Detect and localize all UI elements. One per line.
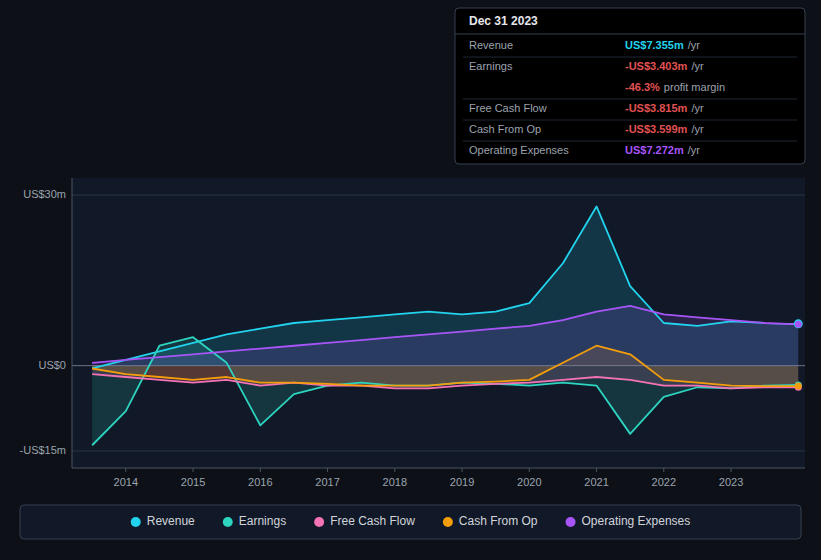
legend-label: Cash From Op	[459, 514, 538, 528]
area-fill	[92, 306, 798, 366]
summary-separator	[455, 34, 805, 35]
x-tick-label: 2020	[517, 476, 541, 488]
x-tick	[529, 468, 530, 472]
x-tick-label: 2015	[181, 476, 205, 488]
series-line	[92, 306, 798, 363]
x-tick	[596, 468, 597, 472]
summary-note: /yr	[688, 39, 701, 51]
x-tick	[462, 468, 463, 472]
summary-label: Free Cash Flow	[469, 102, 547, 114]
summary-value: -46.3%	[625, 81, 660, 93]
x-tick	[731, 468, 732, 472]
legend-swatch	[131, 517, 141, 527]
end-point	[794, 319, 803, 328]
legend-swatch	[223, 517, 233, 527]
background	[0, 0, 821, 560]
x-tick	[260, 468, 261, 472]
chart: -US$15m US$0 US$30m 2014 2015 2016 2017 2018 201…	[0, 0, 821, 560]
series-line	[92, 346, 798, 386]
x-tick-label: 2019	[450, 476, 474, 488]
y-tick-label: US$30m	[23, 188, 66, 200]
x-axis-line	[72, 468, 805, 469]
y-tick-label: -US$15m	[20, 444, 66, 456]
x-tick-label: 2021	[584, 476, 608, 488]
legend: Revenue Earnings Free Cash Flow Cash From O…	[20, 505, 801, 539]
x-tick-label: 2023	[719, 476, 743, 488]
x-tick-label: 2016	[248, 476, 272, 488]
summary-value: -US$3.599m	[625, 123, 688, 135]
legend-swatch	[443, 517, 453, 527]
legend-label: Earnings	[239, 514, 286, 528]
summary-note: /yr	[688, 144, 701, 156]
end-point	[795, 383, 802, 390]
summary-separator	[463, 57, 797, 58]
summary-label: Operating Expenses	[469, 144, 569, 156]
x-tick	[125, 468, 126, 472]
y-axis-line	[72, 178, 73, 468]
summary-separator	[463, 120, 797, 121]
summary-value: -US$3.403m	[625, 60, 688, 72]
summary-note: profit margin	[664, 81, 725, 93]
summary-label: Cash From Op	[469, 123, 541, 135]
summary-value: -US$3.815m	[625, 102, 688, 114]
summary-separator	[463, 141, 797, 142]
x-tick	[394, 468, 395, 472]
end-point	[795, 321, 802, 328]
summary-value: US$7.355m	[625, 39, 684, 51]
series-line	[92, 206, 798, 368]
summary-note: /yr	[691, 123, 704, 135]
summary-note: /yr	[691, 60, 704, 72]
legend-swatch	[566, 517, 576, 527]
legend-swatch	[314, 517, 324, 527]
legend-frame	[20, 505, 801, 539]
summary-box: Dec 31 2023 Revenue US$7.355m/yr Earnings -U…	[455, 8, 805, 164]
series-group	[92, 206, 803, 445]
x-tick-label: 2018	[383, 476, 407, 488]
summary-label: Earnings	[469, 60, 513, 72]
series-line	[92, 374, 798, 388]
summary-box-frame	[455, 8, 805, 164]
x-tick	[663, 468, 664, 472]
y-tick-label: US$0	[38, 359, 66, 371]
grid-line	[72, 195, 805, 196]
x-tick-label: 2022	[652, 476, 676, 488]
summary-note: /yr	[691, 102, 704, 114]
grid-line	[72, 450, 805, 451]
x-tick-label: 2017	[315, 476, 339, 488]
x-tick	[327, 468, 328, 472]
legend-label: Free Cash Flow	[330, 514, 415, 528]
legend-label: Revenue	[147, 514, 195, 528]
summary-label: Revenue	[469, 39, 513, 51]
legend-label: Operating Expenses	[582, 514, 691, 528]
summary-value: US$7.272m	[625, 144, 684, 156]
plot-area	[72, 178, 805, 468]
x-tick-label: 2014	[114, 476, 138, 488]
x-tick	[193, 468, 194, 472]
summary-separator	[463, 99, 797, 100]
summary-title: Dec 31 2023	[469, 14, 538, 28]
